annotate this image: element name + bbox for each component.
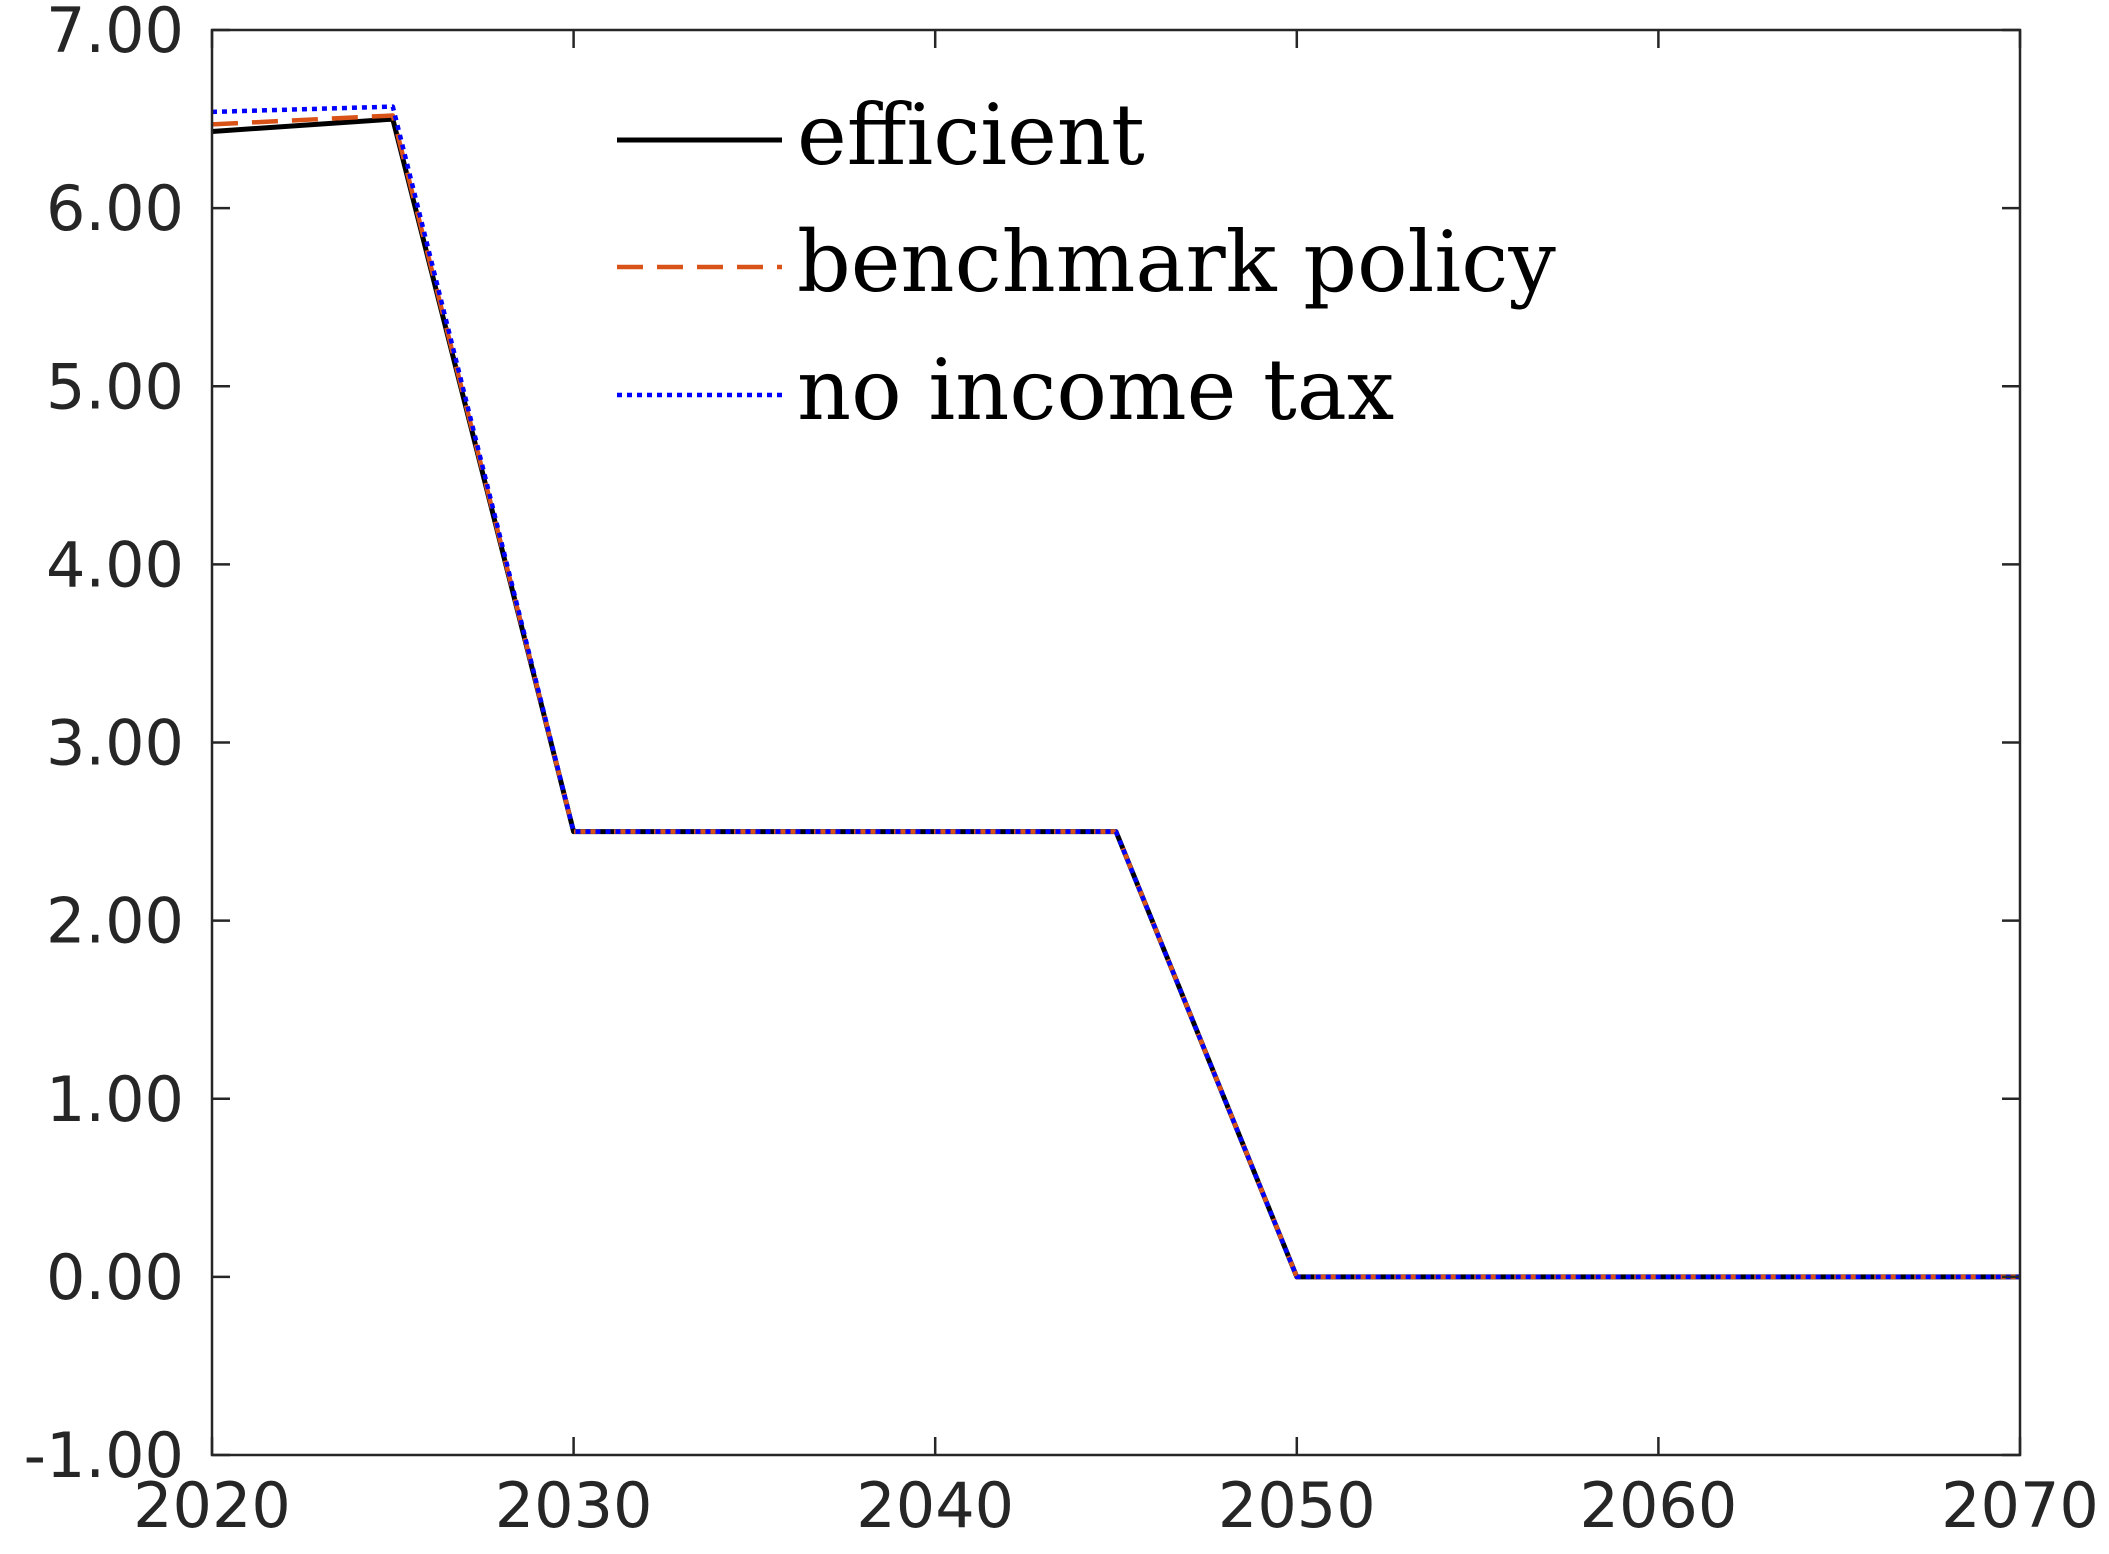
y-axis-ticks: -1.00 0.00 1.00 2.00 3.00 4.00 5.00 6.00 7.00 bbox=[24, 0, 2020, 1492]
legend: efficient benchmark policy no income tax bbox=[617, 86, 1556, 439]
legend-label-no-income-tax: no income tax bbox=[797, 341, 1394, 439]
plot-background bbox=[212, 30, 2020, 1455]
x-tick-label: 2030 bbox=[495, 1469, 653, 1542]
legend-label-efficient: efficient bbox=[797, 86, 1145, 184]
x-axis-ticks: 2020 2030 2040 2050 2060 2070 bbox=[133, 30, 2099, 1542]
x-tick-label: 2050 bbox=[1218, 1469, 1376, 1542]
x-tick-label: 2070 bbox=[1941, 1469, 2099, 1542]
x-tick-label: 2040 bbox=[856, 1469, 1014, 1542]
x-tick-label: 2020 bbox=[133, 1469, 291, 1542]
y-tick-label: 0.00 bbox=[46, 1241, 184, 1314]
y-tick-label: 6.00 bbox=[46, 172, 184, 245]
y-tick-label: 7.00 bbox=[46, 0, 184, 67]
y-tick-label: 1.00 bbox=[46, 1063, 184, 1136]
y-tick-label: 4.00 bbox=[46, 528, 184, 601]
series-layer bbox=[211, 104, 2020, 1280]
y-tick-label: 3.00 bbox=[46, 707, 184, 780]
y-tick-label: 5.00 bbox=[46, 350, 184, 423]
plot-area bbox=[212, 30, 2020, 1455]
y-tick-label: -1.00 bbox=[24, 1419, 184, 1492]
series-line-no-income-tax bbox=[211, 104, 2020, 1280]
x-tick-label: 2060 bbox=[1580, 1469, 1738, 1542]
legend-label-benchmark-policy: benchmark policy bbox=[797, 213, 1556, 311]
y-tick-label: 2.00 bbox=[46, 885, 184, 958]
